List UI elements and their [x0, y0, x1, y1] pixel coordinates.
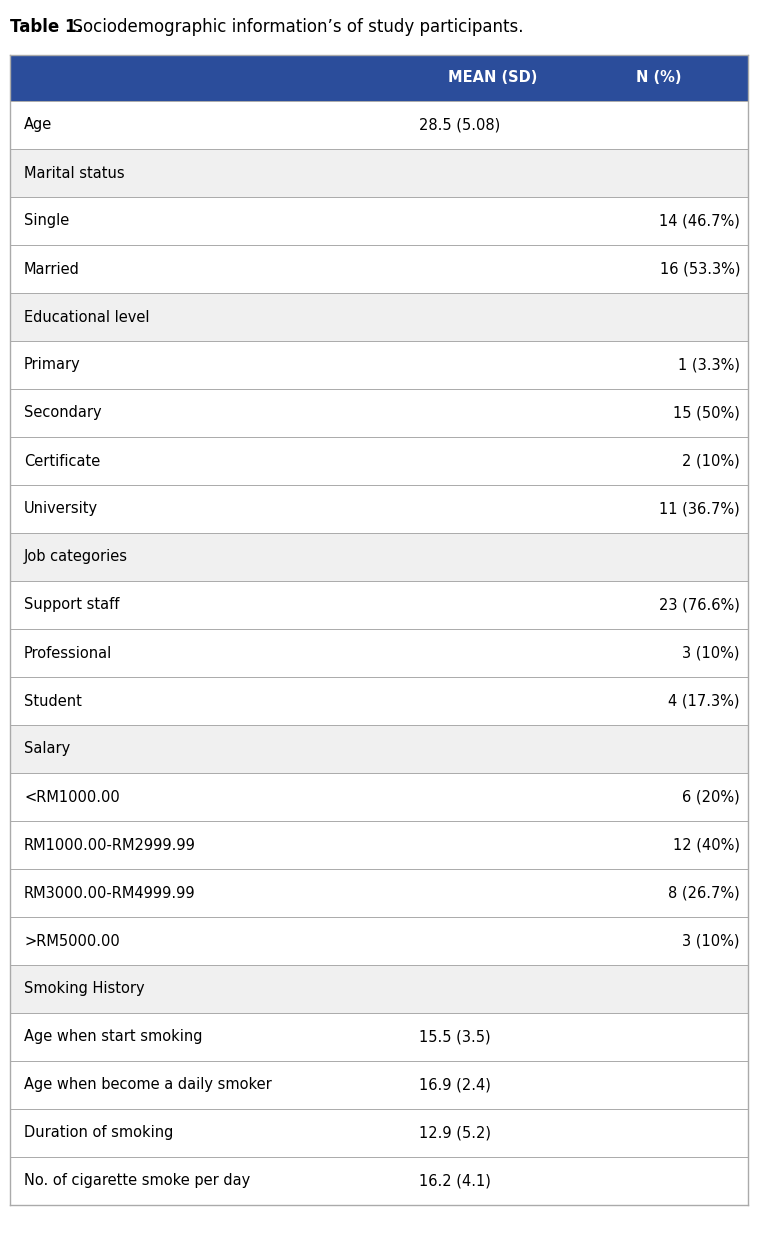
Bar — [10, 341, 748, 389]
Bar — [10, 197, 748, 245]
Bar — [10, 1109, 748, 1157]
Text: 16.2 (4.1): 16.2 (4.1) — [419, 1173, 491, 1188]
Text: N (%): N (%) — [636, 70, 681, 85]
Text: Student: Student — [24, 694, 82, 709]
Text: 15 (50%): 15 (50%) — [673, 406, 740, 421]
Bar — [10, 55, 748, 101]
Text: No. of cigarette smoke per day: No. of cigarette smoke per day — [24, 1173, 250, 1188]
Text: University: University — [24, 502, 98, 517]
Text: 3 (10%): 3 (10%) — [682, 646, 740, 661]
Bar — [10, 772, 748, 821]
Text: >RM5000.00: >RM5000.00 — [24, 934, 120, 949]
Text: Support staff: Support staff — [24, 597, 119, 612]
Bar — [10, 485, 748, 533]
Text: 3 (10%): 3 (10%) — [682, 934, 740, 949]
Text: Salary: Salary — [24, 741, 70, 756]
Bar — [10, 533, 748, 581]
Bar — [10, 101, 748, 149]
Text: Professional: Professional — [24, 646, 112, 661]
Bar — [10, 437, 748, 485]
Text: RM3000.00-RM4999.99: RM3000.00-RM4999.99 — [24, 885, 196, 900]
Text: 12 (40%): 12 (40%) — [673, 838, 740, 853]
Bar — [10, 581, 748, 629]
Text: 1 (3.3%): 1 (3.3%) — [678, 358, 740, 373]
Text: 6 (20%): 6 (20%) — [682, 790, 740, 805]
Text: 23 (76.6%): 23 (76.6%) — [659, 597, 740, 612]
Text: Sociodemographic information’s of study participants.: Sociodemographic information’s of study … — [62, 18, 524, 36]
Text: Age when start smoking: Age when start smoking — [24, 1029, 202, 1044]
Text: Certificate: Certificate — [24, 453, 100, 468]
Text: Age: Age — [24, 118, 52, 133]
Text: 15.5 (3.5): 15.5 (3.5) — [419, 1029, 490, 1044]
Text: 2 (10%): 2 (10%) — [682, 453, 740, 468]
Text: Table 1.: Table 1. — [10, 18, 83, 36]
Text: Secondary: Secondary — [24, 406, 102, 421]
Bar — [10, 677, 748, 725]
Text: Job categories: Job categories — [24, 550, 128, 565]
Text: 16.9 (2.4): 16.9 (2.4) — [419, 1078, 491, 1093]
Text: 11 (36.7%): 11 (36.7%) — [659, 502, 740, 517]
Text: Single: Single — [24, 214, 69, 229]
Text: 14 (46.7%): 14 (46.7%) — [659, 214, 740, 229]
Text: Marital status: Marital status — [24, 165, 124, 180]
Text: RM1000.00-RM2999.99: RM1000.00-RM2999.99 — [24, 838, 196, 853]
Bar — [10, 293, 748, 341]
Bar — [10, 629, 748, 677]
Text: Married: Married — [24, 262, 80, 277]
Bar — [10, 149, 748, 197]
Bar — [10, 245, 748, 293]
Bar — [10, 821, 748, 869]
Bar — [10, 965, 748, 1013]
Text: MEAN (SD): MEAN (SD) — [448, 70, 537, 85]
Text: <RM1000.00: <RM1000.00 — [24, 790, 120, 805]
Text: 16 (53.3%): 16 (53.3%) — [659, 262, 740, 277]
Text: Age when become a daily smoker: Age when become a daily smoker — [24, 1078, 272, 1093]
Bar — [10, 725, 748, 772]
Text: 28.5 (5.08): 28.5 (5.08) — [419, 118, 500, 133]
Text: Smoking History: Smoking History — [24, 982, 145, 997]
Text: 12.9 (5.2): 12.9 (5.2) — [419, 1126, 491, 1141]
Bar — [10, 1157, 748, 1204]
Bar — [10, 916, 748, 965]
Text: Duration of smoking: Duration of smoking — [24, 1126, 174, 1141]
Text: Primary: Primary — [24, 358, 81, 373]
Bar — [10, 389, 748, 437]
Text: Educational level: Educational level — [24, 309, 149, 324]
Bar — [10, 869, 748, 916]
Bar — [10, 1060, 748, 1109]
Bar — [10, 1013, 748, 1060]
Text: 4 (17.3%): 4 (17.3%) — [669, 694, 740, 709]
Text: 8 (26.7%): 8 (26.7%) — [669, 885, 740, 900]
